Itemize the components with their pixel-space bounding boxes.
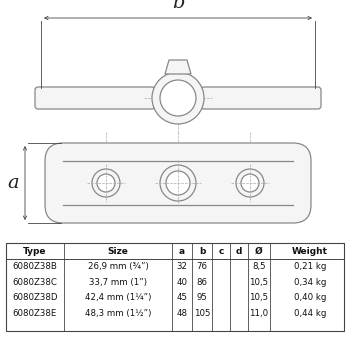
Text: a: a <box>179 246 185 256</box>
Text: a: a <box>7 174 19 192</box>
FancyBboxPatch shape <box>45 143 311 223</box>
Bar <box>6 243 344 331</box>
Text: 95: 95 <box>197 293 208 302</box>
Text: 6080Z38C: 6080Z38C <box>13 278 57 287</box>
Polygon shape <box>165 60 191 74</box>
Text: 0,44 kg: 0,44 kg <box>294 309 326 318</box>
Text: 10,5: 10,5 <box>250 278 268 287</box>
Text: 10,5: 10,5 <box>250 293 268 302</box>
Circle shape <box>92 169 120 197</box>
Text: 48: 48 <box>176 309 188 318</box>
Text: Ø: Ø <box>255 246 263 256</box>
Text: c: c <box>218 246 224 256</box>
Circle shape <box>166 171 190 195</box>
Text: 0,34 kg: 0,34 kg <box>294 278 326 287</box>
Text: 33,7 mm (1”): 33,7 mm (1”) <box>89 278 147 287</box>
Circle shape <box>97 174 115 192</box>
Text: 42,4 mm (1¼”): 42,4 mm (1¼”) <box>85 293 151 302</box>
Text: 0,21 kg: 0,21 kg <box>294 262 326 271</box>
Text: 40: 40 <box>176 278 188 287</box>
Text: 11,0: 11,0 <box>250 309 268 318</box>
Text: Size: Size <box>107 246 128 256</box>
Text: 45: 45 <box>176 293 188 302</box>
Text: 105: 105 <box>194 309 210 318</box>
Circle shape <box>160 165 196 201</box>
Text: b: b <box>172 0 184 12</box>
Text: 8,5: 8,5 <box>252 262 266 271</box>
Text: 6080Z38B: 6080Z38B <box>13 262 57 271</box>
Circle shape <box>236 169 264 197</box>
Text: 86: 86 <box>196 278 208 287</box>
Bar <box>6 243 344 331</box>
Circle shape <box>160 80 196 116</box>
Text: 76: 76 <box>196 262 208 271</box>
Text: Type: Type <box>23 246 47 256</box>
Circle shape <box>241 174 259 192</box>
Text: 32: 32 <box>176 262 188 271</box>
Text: b: b <box>199 246 205 256</box>
Text: d: d <box>236 246 242 256</box>
FancyBboxPatch shape <box>201 87 321 109</box>
Text: Weight: Weight <box>292 246 328 256</box>
Text: 48,3 mm (1½”): 48,3 mm (1½”) <box>85 309 151 318</box>
Text: 0,40 kg: 0,40 kg <box>294 293 326 302</box>
Circle shape <box>152 72 204 124</box>
Text: 26,9 mm (¾”): 26,9 mm (¾”) <box>88 262 148 271</box>
Text: 6080Z38D: 6080Z38D <box>12 293 58 302</box>
FancyBboxPatch shape <box>35 87 155 109</box>
Text: 6080Z38E: 6080Z38E <box>13 309 57 318</box>
